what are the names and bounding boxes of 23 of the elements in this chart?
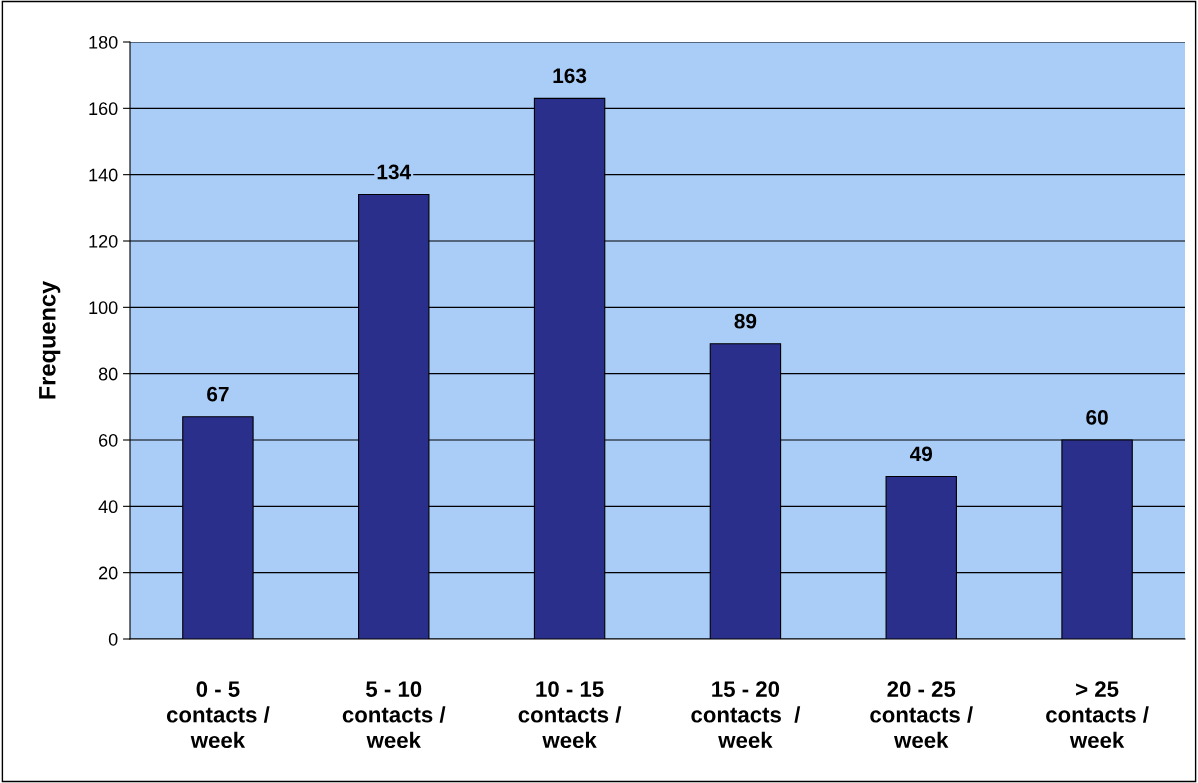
y-tick-label: 0 xyxy=(108,632,118,646)
x-tick-label: 15 - 20 contacts / week xyxy=(691,681,801,749)
x-tick-label: 5 - 10 contacts / week xyxy=(342,681,446,749)
data-label: 60 xyxy=(1086,410,1108,425)
y-tick-label: 20 xyxy=(99,566,118,580)
x-tick-label: 20 - 25 contacts / week xyxy=(870,681,973,749)
y-tick-label: 140 xyxy=(89,168,118,182)
y-tick-label: 40 xyxy=(98,500,118,514)
data-label: 134 xyxy=(377,164,412,180)
y-tick-label: 80 xyxy=(98,367,118,381)
y-axis-title: Frequency xyxy=(39,280,61,399)
data-label: 89 xyxy=(734,313,757,329)
y-tick-label: 60 xyxy=(99,433,118,447)
y-tick-label: 120 xyxy=(89,234,118,248)
x-tick-label: 10 - 15 contacts / week xyxy=(518,681,622,749)
y-tick-label: 180 xyxy=(89,35,118,49)
y-tick-label: 160 xyxy=(89,102,118,116)
y-tick-label: 100 xyxy=(89,301,118,315)
data-label: 49 xyxy=(909,446,933,462)
x-tick-label: 0 - 5 contacts / week xyxy=(166,681,270,749)
data-label: 67 xyxy=(207,386,229,402)
data-label: 163 xyxy=(553,68,587,84)
x-tick-label: > 25 contacts / week xyxy=(1046,681,1149,749)
